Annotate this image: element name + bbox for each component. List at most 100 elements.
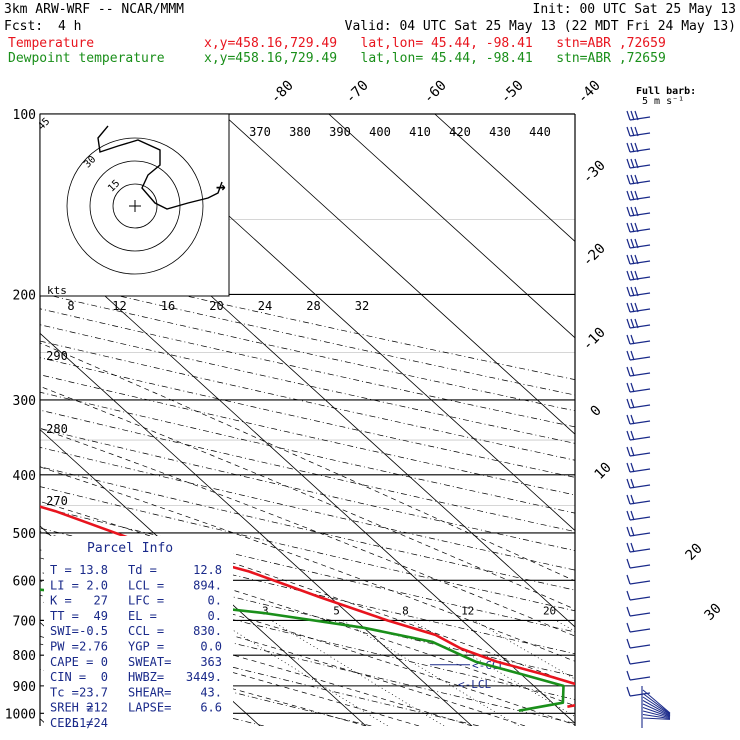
wind-barb — [626, 606, 651, 617]
parcel-cell: LFC = — [128, 594, 164, 608]
wind-barb — [626, 222, 651, 233]
barb-feather — [626, 270, 631, 281]
barb-feather — [634, 286, 639, 297]
wind-barb — [626, 334, 651, 345]
barb-feather — [634, 238, 639, 249]
hodograph-unit: kts — [47, 284, 67, 297]
parcel-cell: CAPE = — [50, 655, 93, 669]
hodo-speed-label-20: 20 — [209, 299, 223, 313]
barb-feather — [626, 302, 631, 313]
barb-feather — [626, 158, 631, 169]
parcel-cell: TT = — [50, 609, 79, 623]
barb-feather — [626, 126, 631, 137]
barb-staff — [629, 596, 651, 601]
legend-dewpoint-name: Dewpoint temperature — [8, 51, 165, 66]
isotherm — [40, 332, 473, 726]
wind-barb — [626, 110, 651, 121]
barb-feather — [630, 478, 635, 489]
moist-adiabat — [40, 600, 473, 726]
mixing-ratio-line — [271, 620, 445, 726]
isotherm — [40, 429, 367, 726]
wind-barb — [626, 446, 651, 457]
parcel-cell: 830. — [193, 624, 222, 638]
barb-feather — [630, 542, 635, 553]
parcel-cell: LCL = — [128, 578, 164, 592]
wind-barb — [626, 462, 651, 473]
barb-feather — [630, 126, 635, 137]
barb-feather — [630, 382, 635, 393]
parcel-cell: K = — [50, 594, 72, 608]
theta-label-440: 440 — [529, 125, 551, 139]
wind-barb — [626, 670, 651, 681]
series-line-dewpoint — [40, 588, 565, 712]
barb-feather — [630, 398, 635, 409]
barb-feather — [626, 494, 631, 505]
barb-near-surface — [642, 710, 671, 719]
barb-feather — [630, 462, 635, 473]
barb-feather — [626, 510, 631, 521]
wind-barb — [626, 382, 651, 393]
wind-barb — [626, 542, 651, 553]
barb-staff — [629, 580, 651, 585]
parcel-cell: SHEAR= — [128, 685, 171, 699]
barb-feather — [630, 366, 635, 377]
forecast-value: 4 h — [58, 19, 82, 34]
model-title: 3km ARW-WRF -- NCAR/MMM — [4, 2, 185, 17]
barb-feather — [626, 414, 631, 425]
barb-feather — [626, 606, 631, 617]
barb-feather — [626, 574, 631, 585]
barb-near-surface — [642, 696, 671, 716]
barb-feather — [626, 334, 631, 345]
barb-feather — [630, 286, 635, 297]
wind-barb — [626, 478, 651, 489]
wind-barb — [626, 286, 651, 297]
barb-feather — [626, 542, 631, 553]
parcel-cell: Tc = — [50, 685, 79, 699]
dry-adiabat — [40, 324, 575, 444]
lcl-label: <-LCL — [458, 678, 491, 691]
barb-feather — [634, 206, 639, 217]
pressure-label-500: 500 — [13, 527, 36, 542]
barb-near-surface — [642, 693, 671, 715]
parcel-cell: SREH = — [50, 701, 93, 715]
wind-barb — [626, 414, 651, 425]
hodo-speed-label-8: 8 — [67, 299, 74, 313]
dry-adiabat — [40, 618, 479, 726]
wind-barbs — [626, 110, 671, 728]
theta-label-430: 430 — [489, 125, 511, 139]
barb-near-surface — [642, 700, 671, 716]
parcel-cell: 212 — [86, 701, 108, 715]
pressure-label-300: 300 — [13, 394, 36, 409]
parcel-cell: -0.5 — [79, 624, 108, 638]
barb-feather — [630, 254, 635, 265]
wind-barb — [626, 398, 651, 409]
wind-barb — [626, 430, 651, 441]
barb-legend-line2: 5 m s⁻¹ — [642, 96, 684, 107]
moist-adiabat — [40, 531, 575, 707]
parcel-cell: 2.76 — [79, 640, 108, 654]
valid-time: Valid: 04 UTC Sat 25 May 13 (22 MDT Fri … — [344, 19, 736, 34]
theta-label-380: 380 — [289, 125, 311, 139]
barb-feather — [626, 190, 631, 201]
barb-feather — [630, 526, 635, 537]
barb-feather — [634, 110, 639, 121]
hodograph-ring — [66, 137, 204, 275]
parcel-cell: 13.8 — [79, 563, 108, 577]
barb-feather — [626, 238, 631, 249]
barb-near-surface — [642, 707, 671, 718]
theta-label-390: 390 — [329, 125, 351, 139]
barb-near-surface — [642, 689, 671, 714]
barb-feather — [630, 190, 635, 201]
parcel-cell: 43. — [200, 685, 222, 699]
parcel-cell: YGP = — [128, 640, 164, 654]
barb-staff — [629, 628, 651, 633]
parcel-cell: CCL = — [128, 624, 164, 638]
barb-feather — [634, 174, 639, 185]
pressure-label-700: 700 — [13, 614, 36, 629]
parcel-cell: EL = — [128, 609, 157, 623]
parcel-cell: LI = — [50, 578, 79, 592]
wind-barb — [626, 174, 651, 185]
wind-barb — [626, 686, 651, 697]
isotherm-label--60: -60 — [421, 78, 450, 107]
isotherm-label-10: 10 — [592, 460, 615, 483]
